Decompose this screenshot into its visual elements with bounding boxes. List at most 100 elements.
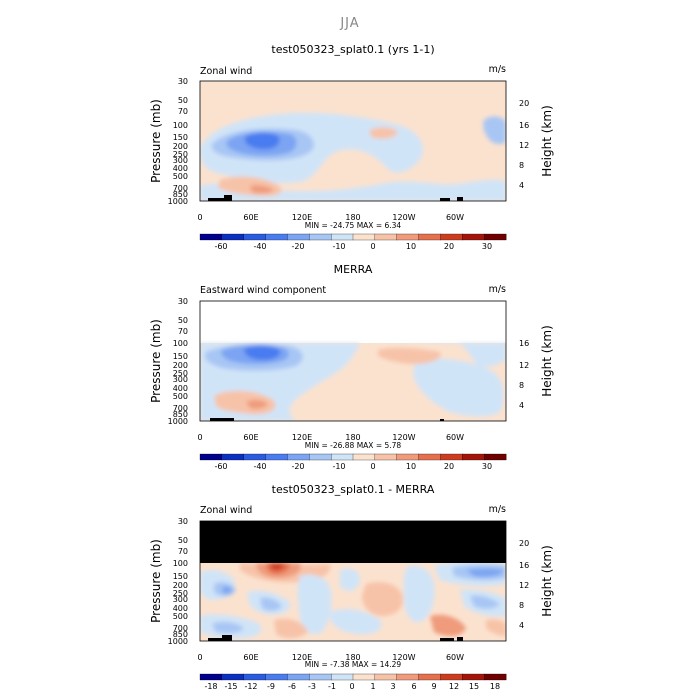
colorbar-swatch: [199, 453, 223, 461]
colorbar: [199, 233, 507, 241]
y-tick: 850: [173, 630, 188, 639]
y-tick: 250: [173, 150, 188, 159]
colorbar-swatch: [418, 233, 441, 241]
height-tick: 4: [519, 181, 524, 190]
colorbar-label: 3: [390, 682, 395, 691]
colorbar-label: 0: [349, 682, 354, 691]
x-tick: 120W: [392, 213, 415, 222]
colorbar-label: -6: [288, 682, 296, 691]
colorbar-label: 0: [370, 242, 375, 251]
colorbar-label: -60: [214, 462, 227, 471]
panel-units: m/s: [489, 504, 506, 515]
panel-difference: test050323_splat0.1 - MERRA Zonal wind m…: [149, 483, 554, 691]
y-tick: 200: [173, 361, 188, 370]
colorbar-label: -20: [291, 462, 304, 471]
min-max-text: MIN = -7.38 MAX = 14.29: [305, 660, 402, 669]
colorbar-label: -1: [328, 682, 336, 691]
y-axis-label: Pressure (mb): [149, 539, 163, 623]
x-ticks: 0 60E 120E 180 120W 60W: [197, 433, 464, 442]
y-tick: 700: [173, 184, 188, 193]
colorbar-swatch: [374, 673, 398, 681]
y-tick: 200: [173, 142, 188, 151]
colorbar-label: -10: [332, 462, 345, 471]
colorbar-labels: -60 -40 -20 -10 0 10 20 30: [214, 462, 492, 471]
colorbar-labels: -18 -15 -12 -9 -6 -3 -1 0 1 3 6 9 12 15 …: [204, 682, 500, 691]
y-tick: 400: [173, 604, 188, 613]
y-axis-label: Pressure (mb): [149, 99, 163, 183]
colorbar-swatch: [440, 673, 463, 681]
height-tick: 12: [519, 361, 529, 370]
height-tick: 12: [519, 141, 529, 150]
height-tick: 4: [519, 401, 524, 410]
colorbar-label: -40: [253, 462, 266, 471]
y-tick: 1000: [168, 637, 188, 646]
colorbar-swatch: [440, 233, 463, 241]
x-tick: 60W: [446, 433, 464, 442]
y-tick: 700: [173, 624, 188, 633]
colorbar-swatch: [309, 453, 332, 461]
y-tick: 30: [178, 517, 188, 526]
colorbar-label: 20: [444, 242, 454, 251]
colorbar-swatch: [462, 233, 485, 241]
colorbar-label: 10: [406, 462, 416, 471]
colorbar-label: -12: [244, 682, 257, 691]
colorbar-swatch: [330, 453, 354, 461]
field-contours: [200, 81, 506, 201]
y-tick: 50: [178, 96, 188, 105]
x-ticks: 0 60E 120E 180 120W 60W: [197, 213, 464, 222]
x-tick: 0: [197, 213, 202, 222]
height-tick: 20: [519, 539, 529, 548]
panel-left-label: Zonal wind: [200, 505, 252, 516]
y-tick: 50: [178, 536, 188, 545]
y-ticks-height: 16 12 8 4: [519, 339, 529, 410]
colorbar-label: 1: [370, 682, 375, 691]
colorbar-swatch: [287, 673, 310, 681]
colorbar-swatch: [396, 233, 420, 241]
height-tick: 16: [519, 121, 529, 130]
y-tick: 150: [173, 133, 188, 142]
field-contours: [200, 301, 506, 421]
y-tick: 500: [173, 392, 188, 401]
colorbar-labels: -60 -40 -20 -10 0 10 20 30: [214, 242, 492, 251]
colorbar-swatch: [309, 673, 332, 681]
height-tick: 12: [519, 581, 529, 590]
colorbar-swatch: [243, 453, 267, 461]
colorbar-swatch: [352, 233, 376, 241]
colorbar-swatch: [287, 453, 310, 461]
colorbar-swatch: [352, 673, 376, 681]
y-tick: 250: [173, 369, 188, 378]
colorbar-label: -10: [332, 242, 345, 251]
colorbar-swatch: [265, 233, 288, 241]
y-ticks-pressure: 30 50 70 100 150 200 250 300 400 500 700…: [168, 517, 188, 646]
colorbar-swatch: [309, 233, 332, 241]
panel-title: test050323_splat0.1 - MERRA: [272, 483, 435, 496]
panel-left-label: Eastward wind component: [200, 285, 326, 296]
colorbar-swatch: [243, 233, 267, 241]
height-tick: 16: [519, 561, 529, 570]
colorbar: [199, 453, 507, 461]
height-tick: 8: [519, 161, 524, 170]
y-tick: 70: [178, 107, 188, 116]
colorbar-swatch: [265, 453, 288, 461]
y-tick: 500: [173, 612, 188, 621]
y-tick: 400: [173, 164, 188, 173]
colorbar-label: -20: [291, 242, 304, 251]
panel-units: m/s: [489, 284, 506, 295]
x-tick: 180: [345, 213, 360, 222]
colorbar-label: 6: [411, 682, 416, 691]
colorbar-swatch: [265, 673, 288, 681]
figure-title: JJA: [339, 16, 359, 31]
colorbar-label: 9: [431, 682, 436, 691]
panel-merra: MERRA Eastward wind component m/s: [149, 263, 554, 471]
height-tick: 4: [519, 621, 524, 630]
colorbar-swatch: [330, 233, 354, 241]
panel-title: MERRA: [334, 263, 373, 276]
colorbar-label: -3: [308, 682, 316, 691]
height-tick: 8: [519, 381, 524, 390]
y-tick: 100: [173, 559, 188, 568]
colorbar-swatch: [418, 673, 441, 681]
colorbar-swatch: [440, 453, 463, 461]
colorbar-swatch: [483, 673, 507, 681]
x-tick: 180: [345, 433, 360, 442]
